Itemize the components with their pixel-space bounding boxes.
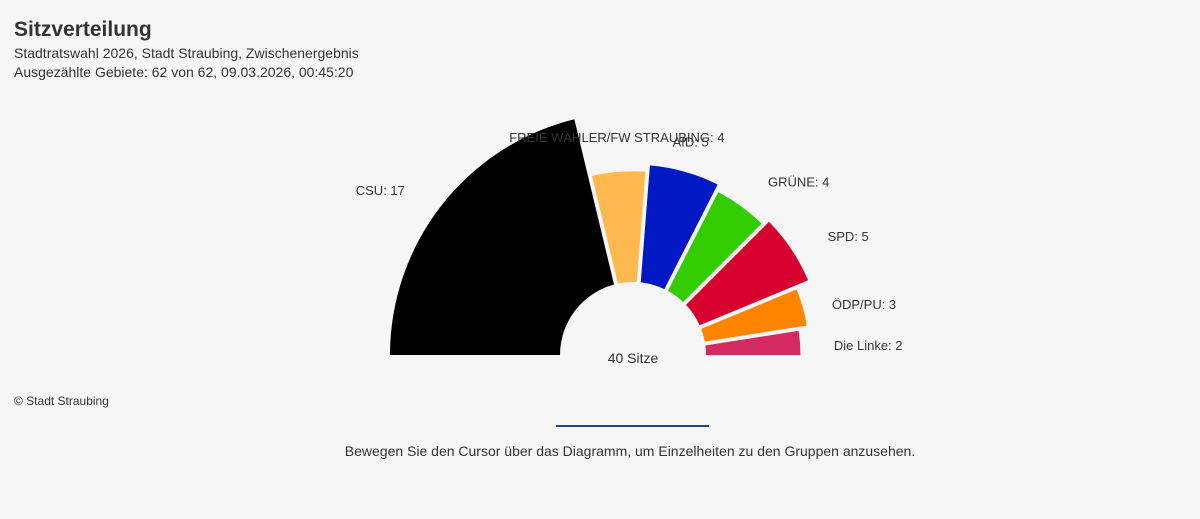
- seat-segment-die-linke[interactable]: [705, 330, 801, 355]
- chart-subtitle: Stadtratswahl 2026, Stadt Straubing, Zwi…: [14, 44, 359, 82]
- seat-segment-csu[interactable]: [390, 119, 615, 355]
- seat-label-ödp-pu: ÖDP/PU: 3: [832, 297, 896, 312]
- chart-title: Sitzverteilung: [14, 18, 152, 41]
- seat-label-die-linke: Die Linke: 2: [834, 338, 903, 353]
- seat-label-spd: SPD: 5: [828, 229, 869, 244]
- source-credit: © Stadt Straubing: [14, 394, 109, 408]
- seat-segment-freie-wähler-fw-straubing[interactable]: [592, 171, 646, 284]
- seat-segment-ödp-pu[interactable]: [701, 289, 807, 342]
- seat-label-csu: CSU: 17: [356, 183, 405, 198]
- divider-line: [556, 425, 709, 427]
- seat-label-freie-wähler-fw-straubing: FREIE WÄHLER/FW STRAUBING: 4: [509, 130, 724, 145]
- seat-segment-afd[interactable]: [640, 165, 718, 290]
- seat-label-afd: AfD: 5: [673, 135, 709, 150]
- subtitle-line-counted-areas: Ausgezählte Gebiete: 62 von 62, 09.03.20…: [14, 64, 354, 80]
- total-seats-label: 40 Sitze: [608, 350, 659, 366]
- seat-segment-grüne[interactable]: [667, 192, 762, 302]
- subtitle-line-election: Stadtratswahl 2026, Stadt Straubing, Zwi…: [14, 45, 359, 61]
- seat-label-grüne: GRÜNE: 4: [768, 175, 829, 190]
- seat-segment-spd[interactable]: [686, 221, 809, 326]
- seat-distribution-chart[interactable]: CSU: 17 FREIE WÄHLER/FW STRAUBING: 4AfD: …: [0, 0, 1200, 380]
- hover-hint: Bewegen Sie den Cursor über das Diagramm…: [344, 443, 916, 459]
